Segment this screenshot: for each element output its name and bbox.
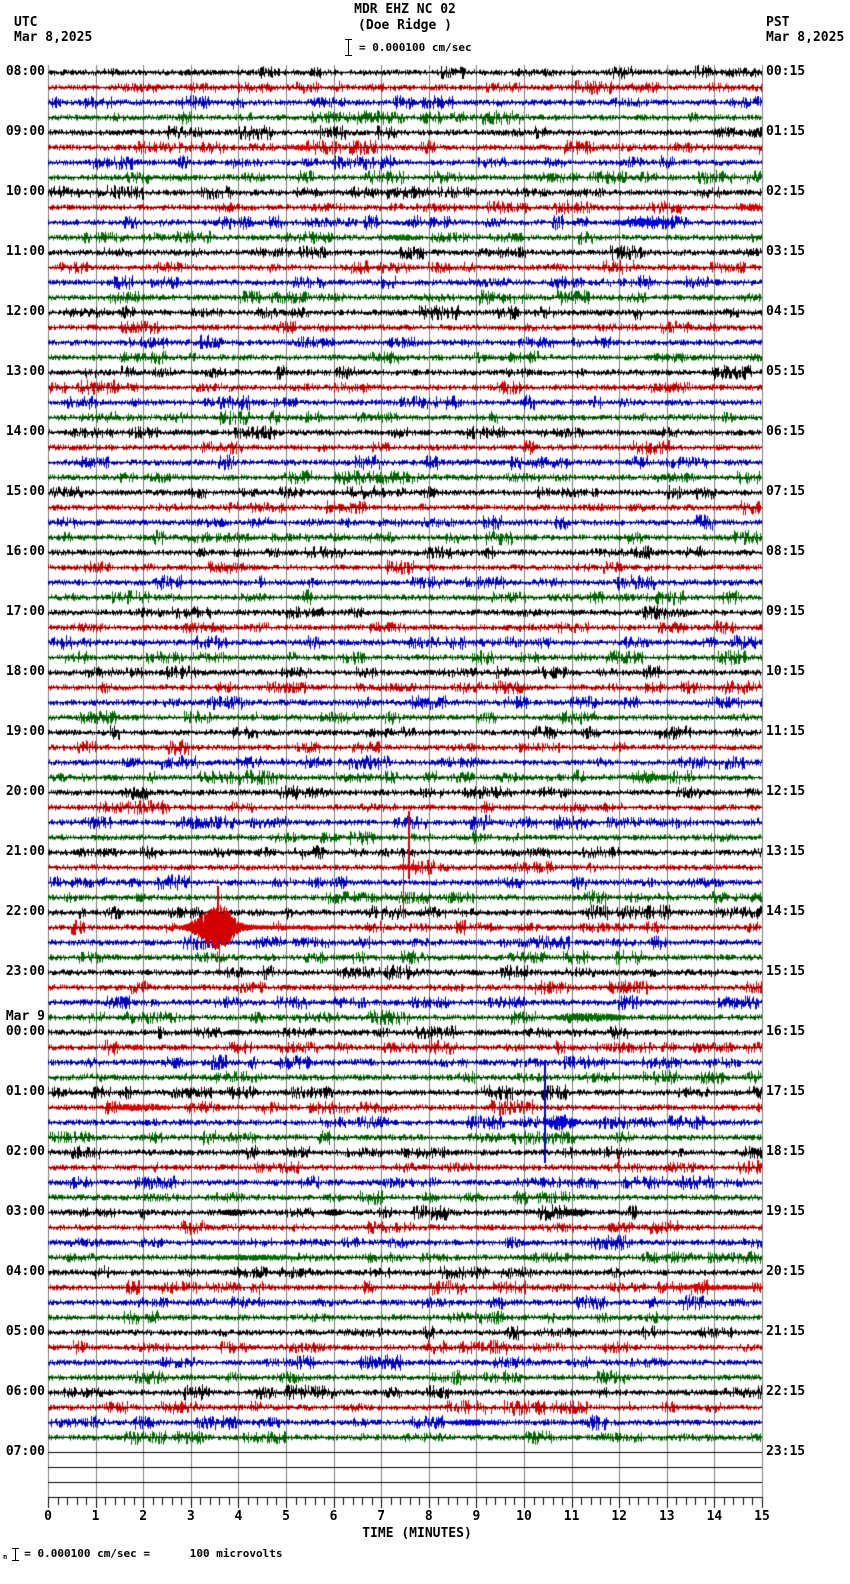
pst-hour-label: 14:15	[766, 904, 806, 919]
pst-hour-label: 11:15	[766, 724, 806, 739]
axis-tick-label: 15	[754, 1509, 770, 1524]
utc-hour-label: 02:00	[5, 1144, 45, 1159]
utc-hour-label: 15:00	[5, 484, 45, 499]
scale-text: = 0.000100 cm/sec	[359, 40, 472, 54]
utc-hour-label: 16:00	[5, 544, 45, 559]
utc-hour-label: 22:00	[5, 904, 45, 919]
pst-hour-label: 12:15	[766, 784, 806, 799]
pst-hour-label: 03:15	[766, 244, 806, 259]
x-axis-title: TIME (MINUTES)	[362, 1526, 472, 1541]
left-timezone-label: UTC	[14, 15, 38, 30]
axis-tick-label: 8	[424, 1509, 433, 1524]
utc-hour-label: 04:00	[5, 1264, 45, 1279]
utc-date-marker: Mar 9	[5, 1009, 45, 1024]
utc-hour-label: 19:00	[5, 724, 45, 739]
axis-tick-label: 10	[516, 1509, 532, 1524]
utc-hour-label: 21:00	[5, 844, 45, 859]
axis-tick-label: 3	[186, 1509, 195, 1524]
axis-tick-label: 9	[472, 1509, 481, 1524]
utc-hour-label: 10:00	[5, 184, 45, 199]
pst-hour-label: 20:15	[766, 1264, 806, 1279]
utc-hour-label: 05:00	[5, 1324, 45, 1339]
utc-hour-label: 00:00	[5, 1024, 45, 1039]
axis-tick-label: 13	[658, 1509, 675, 1524]
footer-prefix-glyph: n	[3, 1553, 8, 1561]
utc-hour-label: 23:00	[5, 964, 45, 979]
pst-hour-label: 00:15	[766, 64, 806, 79]
axis-tick-label: 0	[44, 1509, 52, 1524]
pst-hour-label: 05:15	[766, 364, 806, 379]
pst-hour-label: 02:15	[766, 184, 806, 199]
pst-hour-label: 18:15	[766, 1144, 806, 1159]
utc-hour-label: 11:00	[5, 244, 45, 259]
pst-hour-label: 09:15	[766, 604, 806, 619]
utc-hour-label: 09:00	[5, 124, 45, 139]
footer-ibeam-icon	[12, 1548, 20, 1561]
utc-hour-label: 18:00	[5, 664, 45, 679]
pst-hour-label: 13:15	[766, 844, 806, 859]
pst-hour-label: 04:15	[766, 304, 806, 319]
pst-hour-label: 21:15	[766, 1324, 806, 1339]
utc-hour-label: 03:00	[5, 1204, 45, 1219]
scale-ibeam-icon	[345, 39, 352, 56]
utc-hour-label: 08:00	[5, 64, 45, 79]
pst-hour-label: 01:15	[766, 124, 806, 139]
axis-tick-label: 7	[377, 1509, 386, 1524]
axis-tick-label: 12	[611, 1509, 628, 1524]
utc-hour-label: 07:00	[5, 1444, 45, 1459]
pst-hour-label: 23:15	[766, 1444, 806, 1459]
pst-hour-label: 19:15	[766, 1204, 806, 1219]
axis-tick-label: 4	[234, 1509, 243, 1524]
axis-tick-label: 5	[282, 1509, 290, 1524]
utc-hour-label: 01:00	[5, 1084, 45, 1099]
axis-tick-label: 2	[139, 1509, 148, 1524]
pst-hour-label: 22:15	[766, 1384, 806, 1399]
pst-hour-label: 07:15	[766, 484, 806, 499]
left-date-label: Mar 8,2025	[14, 30, 93, 45]
pst-hour-label: 06:15	[766, 424, 806, 439]
utc-hour-label: 12:00	[5, 304, 45, 319]
pst-hour-label: 10:15	[766, 664, 806, 679]
axis-tick-label: 11	[563, 1509, 580, 1524]
footer-scale-note: n = 0.000100 cm/sec = 100 microvolts	[3, 1547, 283, 1561]
utc-hour-label: 17:00	[5, 604, 45, 619]
station-title: MDR EHZ NC 02	[354, 2, 456, 17]
right-timezone-label: PST	[766, 15, 790, 30]
footer-text: = 0.000100 cm/sec = 100 microvolts	[24, 1547, 283, 1560]
scale-note: = 0.000100 cm/sec	[345, 39, 472, 56]
pst-hour-label: 16:15	[766, 1024, 806, 1039]
utc-hour-label: 06:00	[5, 1384, 45, 1399]
axis-tick-label: 14	[706, 1509, 723, 1524]
axis-tick-label: 1	[91, 1509, 100, 1524]
pst-hour-label: 08:15	[766, 544, 806, 559]
utc-hour-label: 14:00	[5, 424, 45, 439]
station-subtitle: (Doe Ridge )	[358, 18, 452, 33]
pst-hour-label: 15:15	[766, 964, 806, 979]
utc-hour-label: 20:00	[5, 784, 45, 799]
axis-tick-label: 6	[329, 1509, 338, 1524]
utc-hour-label: 13:00	[5, 364, 45, 379]
pst-hour-label: 17:15	[766, 1084, 806, 1099]
right-date-label: Mar 8,2025	[766, 30, 845, 45]
